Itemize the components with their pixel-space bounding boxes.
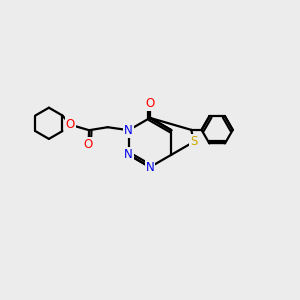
Text: O: O <box>146 97 154 110</box>
Text: N: N <box>124 124 133 137</box>
Text: N: N <box>124 148 133 161</box>
Text: N: N <box>146 160 154 174</box>
Text: O: O <box>66 118 75 131</box>
Text: O: O <box>84 138 93 151</box>
Text: S: S <box>190 135 197 148</box>
